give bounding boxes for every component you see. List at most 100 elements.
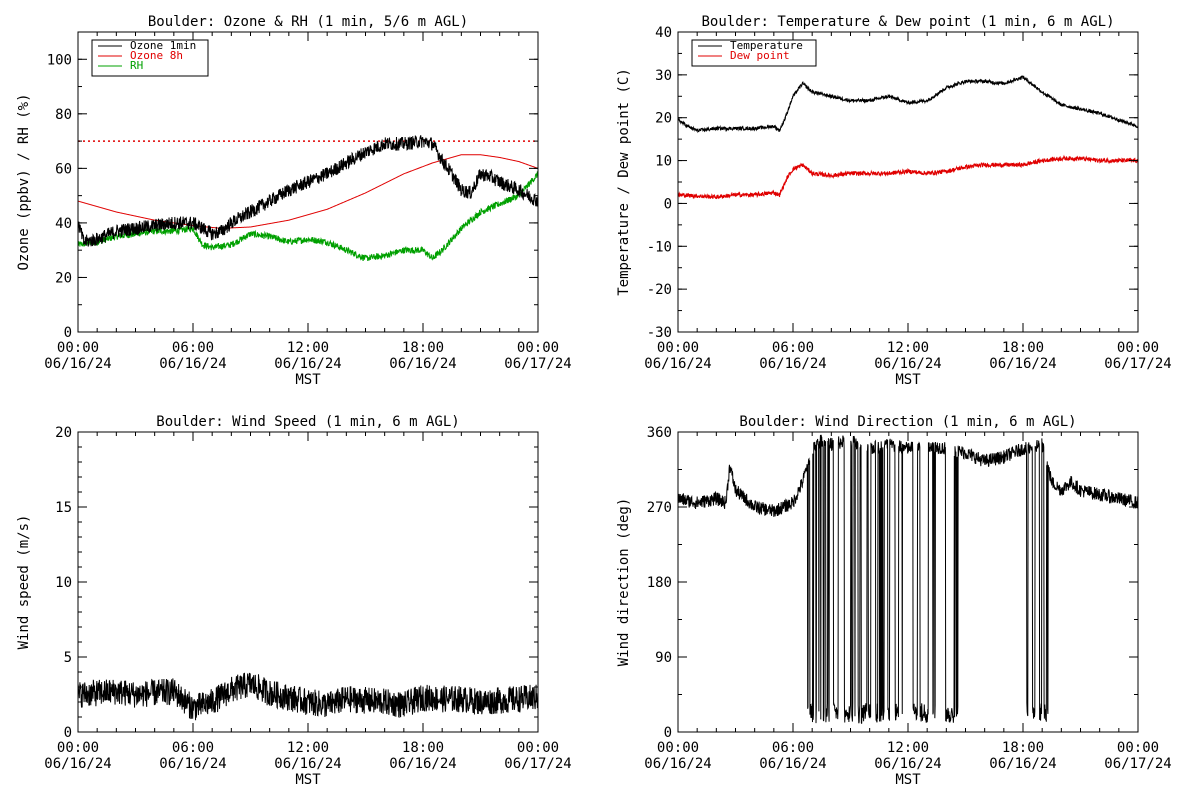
ozone-xtick-date: 06/16/24 xyxy=(44,356,111,372)
ozone-ytick-label: 20 xyxy=(55,270,72,286)
temp-xtick-time: 06:00 xyxy=(772,340,814,356)
temp-ytick-label: -10 xyxy=(647,239,672,255)
wdir-ytick-label: 90 xyxy=(655,650,672,666)
temp-chart: Boulder: Temperature & Dew point (1 min,… xyxy=(616,14,1172,388)
wspd-ylabel: Wind speed (m/s) xyxy=(16,515,32,650)
wspd-plot-area xyxy=(78,672,538,721)
wspd-series-line xyxy=(78,672,538,721)
wspd-xtick-date: 06/16/24 xyxy=(44,756,111,772)
temp-xtick-time: 18:00 xyxy=(1002,340,1044,356)
wdir-xtick-date: 06/17/24 xyxy=(1104,756,1171,772)
ozone-plot-area xyxy=(78,135,538,262)
ozone-ytick-label: 0 xyxy=(64,325,72,341)
temp-xtick-date: 06/16/24 xyxy=(644,356,711,372)
temp-xtick-date: 06/17/24 xyxy=(1104,356,1171,372)
wdir-ytick-label: 270 xyxy=(647,500,672,516)
wdir-series-line xyxy=(678,434,1138,724)
temp-xtick-date: 06/16/24 xyxy=(874,356,941,372)
temp-ytick-label: -30 xyxy=(647,325,672,341)
ozone-xtick-time: 00:00 xyxy=(517,340,559,356)
wspd-xtick-time: 12:00 xyxy=(287,740,329,756)
temp-plot-area xyxy=(678,75,1138,200)
wspd-xtick-date: 06/16/24 xyxy=(274,756,341,772)
wdir-xtick-date: 06/16/24 xyxy=(989,756,1056,772)
temp-legend-entry: Temperature xyxy=(730,39,803,52)
wspd-ytick-label: 20 xyxy=(55,425,72,441)
wspd-ytick-label: 5 xyxy=(64,650,72,666)
wdir-ylabel: Wind direction (deg) xyxy=(616,498,632,667)
wdir-xtick-date: 06/16/24 xyxy=(874,756,941,772)
wspd-xtick-date: 06/16/24 xyxy=(159,756,226,772)
temp-ytick-label: 10 xyxy=(655,154,672,170)
ozone-xtick-date: 06/16/24 xyxy=(389,356,456,372)
temp-xtick-time: 00:00 xyxy=(657,340,699,356)
wspd-ytick-label: 10 xyxy=(55,575,72,591)
temp-ytick-label: 40 xyxy=(655,25,672,41)
ozone-legend-entry: Ozone 8h xyxy=(130,49,183,62)
ozone-ytick-label: 100 xyxy=(47,52,72,68)
temp-title: Boulder: Temperature & Dew point (1 min,… xyxy=(701,14,1114,30)
wdir-plot-area xyxy=(678,434,1138,724)
temp-xtick-time: 12:00 xyxy=(887,340,929,356)
ozone-xtick-date: 06/16/24 xyxy=(159,356,226,372)
ozone-xtick-time: 06:00 xyxy=(172,340,214,356)
temp-xtick-date: 06/16/24 xyxy=(759,356,826,372)
temp-ylabel: Temperature / Dew point (C) xyxy=(616,68,632,296)
temp-ytick-label: 30 xyxy=(655,68,672,84)
wspd-ytick-label: 0 xyxy=(64,725,72,741)
wspd-xtick-date: 06/17/24 xyxy=(504,756,571,772)
wdir-xtick-time: 00:00 xyxy=(657,740,699,756)
ozone-series-rh xyxy=(78,171,538,262)
wdir-xtick-date: 06/16/24 xyxy=(644,756,711,772)
temp-xtick-time: 00:00 xyxy=(1117,340,1159,356)
ozone-ytick-label: 80 xyxy=(55,107,72,123)
wdir-xtick-time: 12:00 xyxy=(887,740,929,756)
wdir-xlabel: MST xyxy=(895,772,921,788)
ozone-xlabel: MST xyxy=(295,372,321,388)
wspd-xtick-time: 18:00 xyxy=(402,740,444,756)
temp-ytick-label: 20 xyxy=(655,111,672,127)
ozone-title: Boulder: Ozone & RH (1 min, 5/6 m AGL) xyxy=(148,14,468,30)
wdir-ytick-label: 0 xyxy=(664,725,672,741)
ozone-xtick-date: 06/17/24 xyxy=(504,356,571,372)
temp-series-temperature xyxy=(678,75,1138,134)
wspd-chart: Boulder: Wind Speed (1 min, 6 m AGL) 0 5 10… xyxy=(16,414,572,788)
wspd-title: Boulder: Wind Speed (1 min, 6 m AGL) xyxy=(156,414,459,430)
temp-xtick-date: 06/16/24 xyxy=(989,356,1056,372)
wdir-xtick-date: 06/16/24 xyxy=(759,756,826,772)
ozone-ytick-label: 60 xyxy=(55,161,72,177)
wspd-xlabel: MST xyxy=(295,772,321,788)
wdir-title: Boulder: Wind Direction (1 min, 6 m AGL) xyxy=(739,414,1076,430)
wspd-xtick-time: 00:00 xyxy=(57,740,99,756)
wdir-chart: Boulder: Wind Direction (1 min, 6 m AGL)… xyxy=(616,414,1172,788)
temp-xlabel: MST xyxy=(895,372,921,388)
temp-series-dew-point xyxy=(678,154,1138,200)
wdir-xtick-time: 18:00 xyxy=(1002,740,1044,756)
ozone-xtick-date: 06/16/24 xyxy=(274,356,341,372)
wspd-xtick-time: 06:00 xyxy=(172,740,214,756)
wdir-frame xyxy=(677,431,1139,733)
temp-ytick-label: -20 xyxy=(647,282,672,298)
ozone-legend-entry: Ozone 1min xyxy=(130,39,196,52)
temp-legend-entry: Dew point xyxy=(730,49,790,62)
temp-frame xyxy=(677,31,1139,333)
wspd-xtick-date: 06/16/24 xyxy=(389,756,456,772)
wdir-ytick-label: 360 xyxy=(647,425,672,441)
ozone-series-ozone-1min xyxy=(78,135,538,247)
wspd-ytick-label: 15 xyxy=(55,500,72,516)
ozone-legend-entry: RH xyxy=(130,59,143,72)
ozone-ylabel: Ozone (ppbv) / RH (%) xyxy=(16,93,32,270)
wdir-ytick-label: 180 xyxy=(647,575,672,591)
ozone-ytick-label: 40 xyxy=(55,216,72,232)
ozone-series-ozone-8h xyxy=(78,154,538,229)
wdir-xtick-time: 06:00 xyxy=(772,740,814,756)
temp-ytick-label: 0 xyxy=(664,196,672,212)
ozone-xtick-time: 00:00 xyxy=(57,340,99,356)
ozone-xtick-time: 18:00 xyxy=(402,340,444,356)
wspd-xtick-time: 00:00 xyxy=(517,740,559,756)
wdir-xtick-time: 00:00 xyxy=(1117,740,1159,756)
ozone-chart: Boulder: Ozone & RH (1 min, 5/6 m AGL) 0 2… xyxy=(16,14,572,388)
